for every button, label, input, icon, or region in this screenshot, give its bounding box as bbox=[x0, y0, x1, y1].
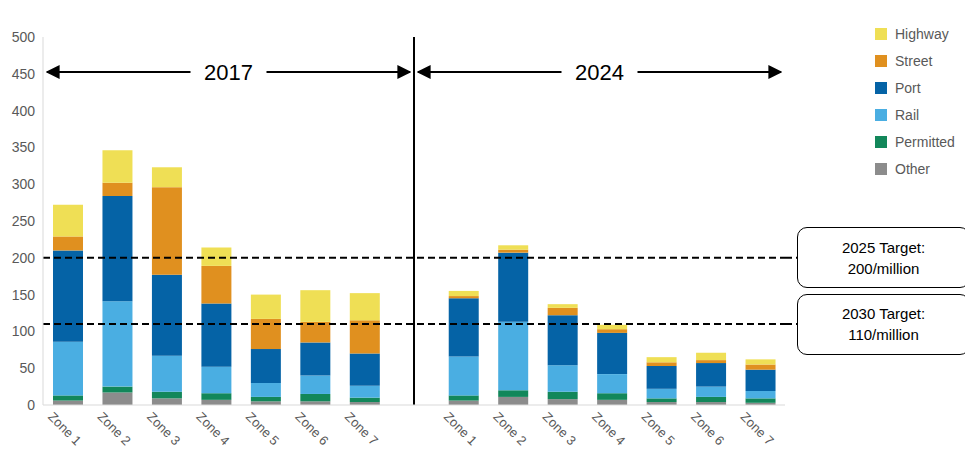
svg-text:Zone 2: Zone 2 bbox=[95, 409, 134, 448]
html-text:Port: Port bbox=[895, 79, 921, 96]
svg-text:Zone 3: Zone 3 bbox=[144, 409, 183, 448]
html-text:110/million: 110/million bbox=[848, 326, 919, 343]
html-text:Highway: Highway bbox=[895, 25, 949, 42]
svg-text:150: 150 bbox=[12, 287, 36, 303]
svg-text:100: 100 bbox=[12, 323, 36, 339]
svg-text:Zone 3: Zone 3 bbox=[540, 409, 579, 448]
svg-text:2017: 2017 bbox=[204, 60, 253, 85]
svg-text:Zone 1: Zone 1 bbox=[45, 409, 84, 448]
svg-text:400: 400 bbox=[12, 103, 36, 119]
svg-text:Zone 4: Zone 4 bbox=[193, 409, 232, 448]
html-text:200/million: 200/million bbox=[847, 259, 920, 277]
svg-text:Zone 6: Zone 6 bbox=[292, 409, 331, 448]
svg-text:350: 350 bbox=[12, 139, 36, 155]
svg-text:50: 50 bbox=[19, 360, 35, 376]
svg-text:300: 300 bbox=[12, 176, 36, 192]
svg-text:0: 0 bbox=[27, 397, 35, 413]
html-text:Other: Other bbox=[895, 160, 930, 177]
svg-text:Zone 7: Zone 7 bbox=[342, 409, 381, 448]
svg-text:Zone 6: Zone 6 bbox=[688, 409, 727, 448]
html-text:Permitted: Permitted bbox=[895, 133, 955, 150]
svg-text:200: 200 bbox=[12, 250, 36, 266]
html-text:Rail: Rail bbox=[895, 106, 920, 123]
html-text:Street: Street bbox=[895, 52, 933, 69]
svg-text:Zone 1: Zone 1 bbox=[441, 409, 480, 448]
svg-text:2024: 2024 bbox=[575, 60, 624, 85]
svg-text:Zone 4: Zone 4 bbox=[589, 409, 628, 448]
svg-text:450: 450 bbox=[12, 66, 36, 82]
svg-text:Zone 5: Zone 5 bbox=[639, 409, 678, 448]
svg-text:250: 250 bbox=[12, 213, 36, 229]
html-text:2030 Target:: 2030 Target: bbox=[841, 305, 926, 322]
html-text:2025 Target:: 2025 Target: bbox=[841, 238, 926, 256]
svg-text:Zone 5: Zone 5 bbox=[243, 409, 282, 448]
svg-text:500: 500 bbox=[12, 29, 36, 45]
svg-text:Zone 7: Zone 7 bbox=[738, 409, 777, 448]
svg-text:Zone 2: Zone 2 bbox=[490, 409, 529, 448]
